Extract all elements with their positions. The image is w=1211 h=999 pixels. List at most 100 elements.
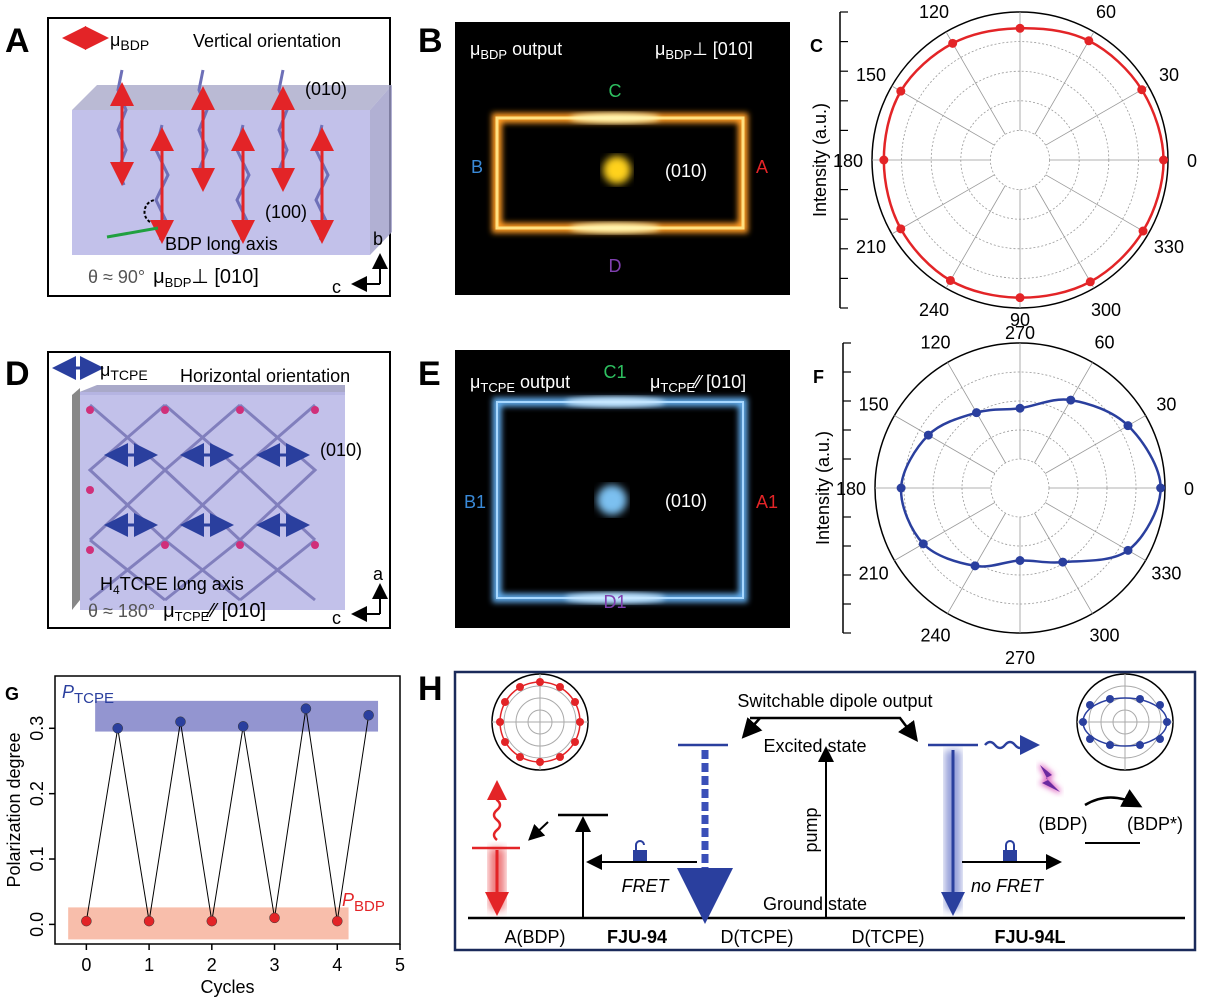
grid-spoke [894,415,996,474]
grid-spoke [891,174,995,235]
angle-label: 0 [1187,151,1197,171]
angle-label: 30 [1159,65,1179,85]
panel-letter: C [810,36,823,56]
panel-letter: F [813,367,824,387]
data-point [175,716,186,728]
angle-label: 270 [1005,648,1035,668]
panel-h: H Switchable dipole output Excited state… [418,670,1197,952]
series-sub: BDP [354,898,385,915]
angle-label: 180 [833,151,863,171]
edge-label: A [756,157,768,177]
grid-spoke [1045,85,1149,146]
edge-label: B [471,157,483,177]
face-label: (010) [665,161,707,181]
axis-label: H4TCPE long axis [100,574,244,597]
panel-d: D μTCPE Horizontal orientation (010) H4T… [5,351,391,629]
data-point [972,408,981,418]
panel-letter: D [5,355,30,393]
axis: a [373,564,384,584]
edge-label: A1 [756,492,778,512]
angle-label: 300 [1089,625,1119,645]
angle-label: 60 [1096,2,1116,22]
edge-label: C [609,81,622,101]
data-point [1015,293,1025,303]
data-point [1015,556,1025,565]
output-label: μTCPE output [470,372,570,395]
edge-label: D [609,256,622,276]
grid-spoke [1045,174,1149,235]
grid-ring [990,458,1050,518]
axis-label: D(TCPE) [721,927,794,947]
series-name: P [342,890,354,910]
data-point [112,723,123,734]
data-point [1015,23,1025,33]
angle-label: 90 [1010,310,1030,330]
data-point [332,915,343,927]
x-tick-label: 0 [81,955,91,975]
panel-e: E μTCPE output μTCPE⁄⁄ [010] C1 A1 B1 D1… [418,350,790,628]
angle-label: 330 [1151,564,1181,584]
axis-label: FJU-94L [994,927,1065,947]
data-point [1159,155,1169,165]
x-tick-label: 1 [144,955,154,975]
data-point [970,561,980,571]
zigzag-line [85,708,370,922]
orientation: Horizontal orientation [180,366,350,386]
grid-ring [990,129,1051,190]
data-point [363,709,374,721]
series-label: PBDP [342,890,385,915]
output-label: μBDP output [470,39,562,62]
data-point [948,38,958,48]
data-point [945,275,955,285]
edge-label: B1 [464,492,486,512]
orientation: Vertical orientation [193,31,341,51]
state-label: (BDP) [1039,814,1088,834]
angle-label: 60 [1094,333,1114,353]
fit-curve [882,27,1165,299]
panel-letter: H [418,670,443,708]
band [95,700,379,732]
relation: μBDP⊥ [010] [655,39,753,62]
data-point [923,430,933,440]
relation: θ ≈ 180° μTCPE⁄⁄ [010] [88,600,266,624]
angle-label: 120 [920,333,950,353]
data-point [896,224,906,234]
y-tick-label: 0.3 [27,716,47,741]
switch-label: Switchable dipole output [737,691,932,711]
fret-label: FRET [622,876,671,896]
axis-title: Intensity (a.u.) [813,431,833,545]
series-label: PTCPE [62,682,114,707]
axis-title: Intensity (a.u.) [810,103,830,217]
angle-label: 330 [1154,237,1184,257]
axis-label: FJU-94 [607,927,667,947]
data-point [1156,483,1166,493]
data-point [1137,85,1147,95]
x-tick-label: 5 [395,955,405,975]
grid-spoke [891,85,995,146]
data-point [1066,395,1076,405]
grid-spoke [894,502,996,561]
data-point [206,915,218,927]
data-point [896,483,906,493]
x-tick-label: 4 [332,955,342,975]
data-point [1015,403,1025,413]
relation: θ ≈ 90° μBDP⊥ [010] [88,266,259,290]
angle-label: 180 [836,479,866,499]
axis: b [373,229,383,249]
data-point [237,721,249,732]
grid-spoke [945,31,1006,135]
axis-label: D(TCPE) [852,927,925,947]
grid-spoke [1034,362,1093,464]
panel-letter: A [5,22,30,60]
data-point [300,703,312,714]
data-point [879,155,889,165]
y-axis-title: Polarization degree [4,732,24,887]
dipole-label: μBDP [110,30,149,53]
angle-label: 210 [856,237,886,257]
angle-label: 240 [919,300,949,320]
panel-letter: B [418,22,443,60]
state-label: (BDP*) [1127,814,1183,834]
face-label: (010) [305,79,347,99]
y-tick-label: 0.2 [27,781,47,806]
x-tick-label: 3 [270,955,280,975]
